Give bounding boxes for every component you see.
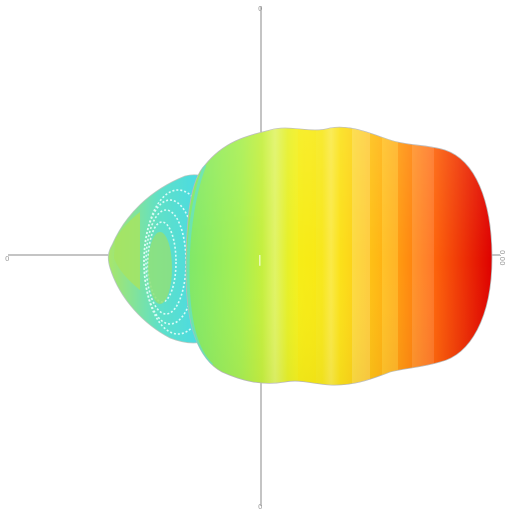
x-max-tick-label: 0.00: [498, 250, 506, 266]
x-min-tick-label: 0: [5, 255, 9, 263]
origin-marker: |: [258, 253, 262, 266]
main-lobe: [185, 126, 493, 386]
y-max-tick-label: 0: [258, 5, 262, 13]
back-lobe-core: [148, 232, 172, 304]
y-min-tick-label: 0: [258, 503, 262, 511]
